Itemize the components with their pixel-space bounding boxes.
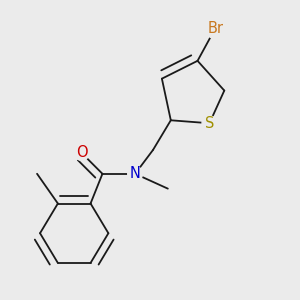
Text: Br: Br xyxy=(207,21,224,36)
Circle shape xyxy=(128,166,142,181)
Circle shape xyxy=(205,18,226,38)
Text: N: N xyxy=(130,166,141,181)
Circle shape xyxy=(202,116,217,131)
Text: S: S xyxy=(205,116,214,131)
Circle shape xyxy=(74,146,89,160)
Text: O: O xyxy=(76,146,88,160)
